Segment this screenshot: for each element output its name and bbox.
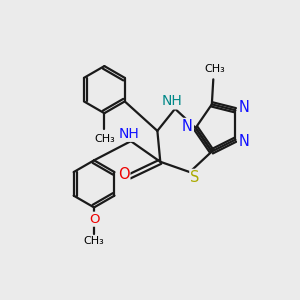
Text: S: S [190, 170, 200, 185]
Text: N: N [238, 134, 249, 149]
Text: O: O [89, 213, 99, 226]
Text: NH: NH [119, 127, 140, 141]
Text: CH₃: CH₃ [84, 236, 104, 246]
Text: NH: NH [162, 94, 182, 108]
Text: CH₃: CH₃ [204, 64, 225, 74]
Text: N: N [182, 119, 193, 134]
Text: O: O [118, 167, 129, 182]
Text: N: N [238, 100, 249, 116]
Text: CH₃: CH₃ [94, 134, 115, 144]
